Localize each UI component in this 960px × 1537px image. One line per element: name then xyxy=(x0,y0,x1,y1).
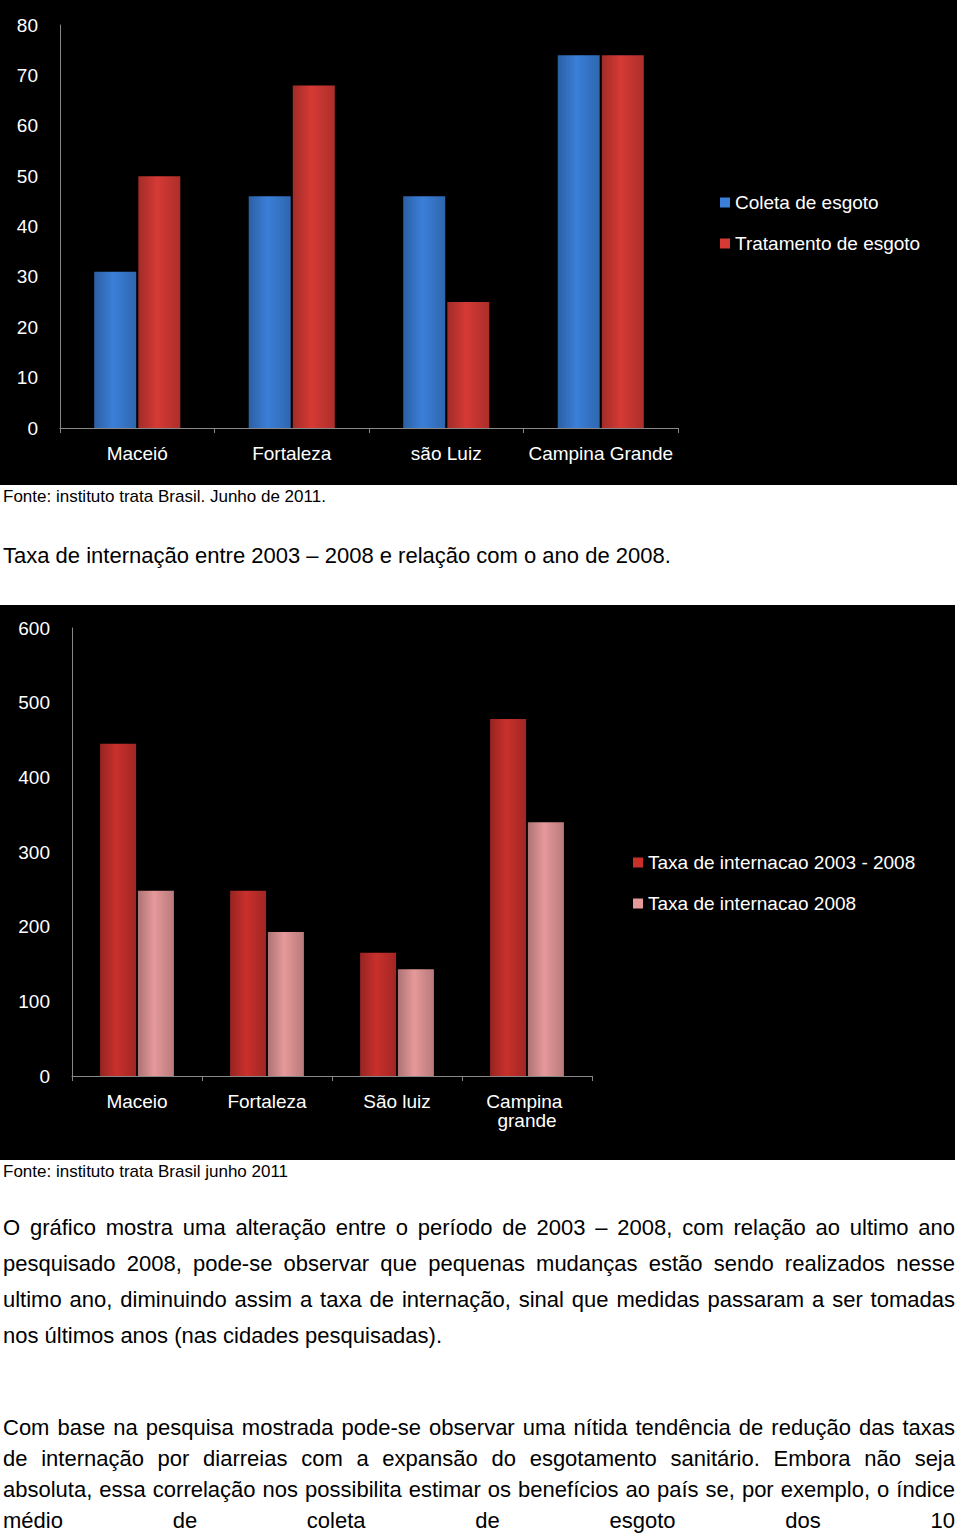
svg-text:Campina Grande: Campina Grande xyxy=(528,443,673,464)
svg-text:0: 0 xyxy=(27,418,38,439)
html-text:O gráfico mostra uma alteração: O gráfico mostra uma alteração entre o p… xyxy=(3,1215,955,1348)
svg-text:Fortaleza: Fortaleza xyxy=(252,443,332,464)
svg-text:são Luiz: são Luiz xyxy=(411,443,482,464)
svg-text:Tratamento de esgoto: Tratamento de esgoto xyxy=(735,233,920,254)
svg-text:70: 70 xyxy=(17,65,38,86)
html-text:Fonte: instituto trata Brasil: Fonte: instituto trata Brasil junho 2011 xyxy=(3,1162,289,1181)
svg-text:Taxa de internacao 2003 - 2008: Taxa de internacao 2003 - 2008 xyxy=(648,852,915,873)
html-text:Com base na pesquisa mostrada: Com base na pesquisa mostrada pode-se ob… xyxy=(3,1415,955,1533)
svg-text:500: 500 xyxy=(18,692,50,713)
svg-text:0: 0 xyxy=(39,1066,50,1087)
html-text:Fonte: instituto trata Brasil.: Fonte: instituto trata Brasil. Junho de … xyxy=(3,487,326,506)
svg-text:600: 600 xyxy=(18,618,50,639)
svg-text:10: 10 xyxy=(17,367,38,388)
svg-text:20: 20 xyxy=(17,317,38,338)
svg-text:200: 200 xyxy=(18,916,50,937)
svg-text:Maceió: Maceió xyxy=(107,443,168,464)
svg-text:60: 60 xyxy=(17,115,38,136)
svg-text:50: 50 xyxy=(17,166,38,187)
svg-text:São luiz: São luiz xyxy=(363,1091,431,1112)
svg-text:Coleta de esgoto: Coleta de esgoto xyxy=(735,192,879,213)
svg-text:Maceio: Maceio xyxy=(106,1091,167,1112)
svg-text:40: 40 xyxy=(17,216,38,237)
svg-text:Taxa de internacao 2008: Taxa de internacao 2008 xyxy=(648,893,856,914)
svg-text:Campina: Campina xyxy=(486,1091,567,1112)
svg-text:30: 30 xyxy=(17,266,38,287)
svg-text:80: 80 xyxy=(17,15,38,36)
svg-text:300: 300 xyxy=(18,842,50,863)
svg-text:400: 400 xyxy=(18,767,50,788)
html-text:Taxa de internação entre 2003: Taxa de internação entre 2003 – 2008 e r… xyxy=(3,543,671,568)
svg-text:grande: grande xyxy=(497,1110,556,1131)
svg-text:100: 100 xyxy=(18,991,50,1012)
svg-text:Fortaleza: Fortaleza xyxy=(227,1091,307,1112)
